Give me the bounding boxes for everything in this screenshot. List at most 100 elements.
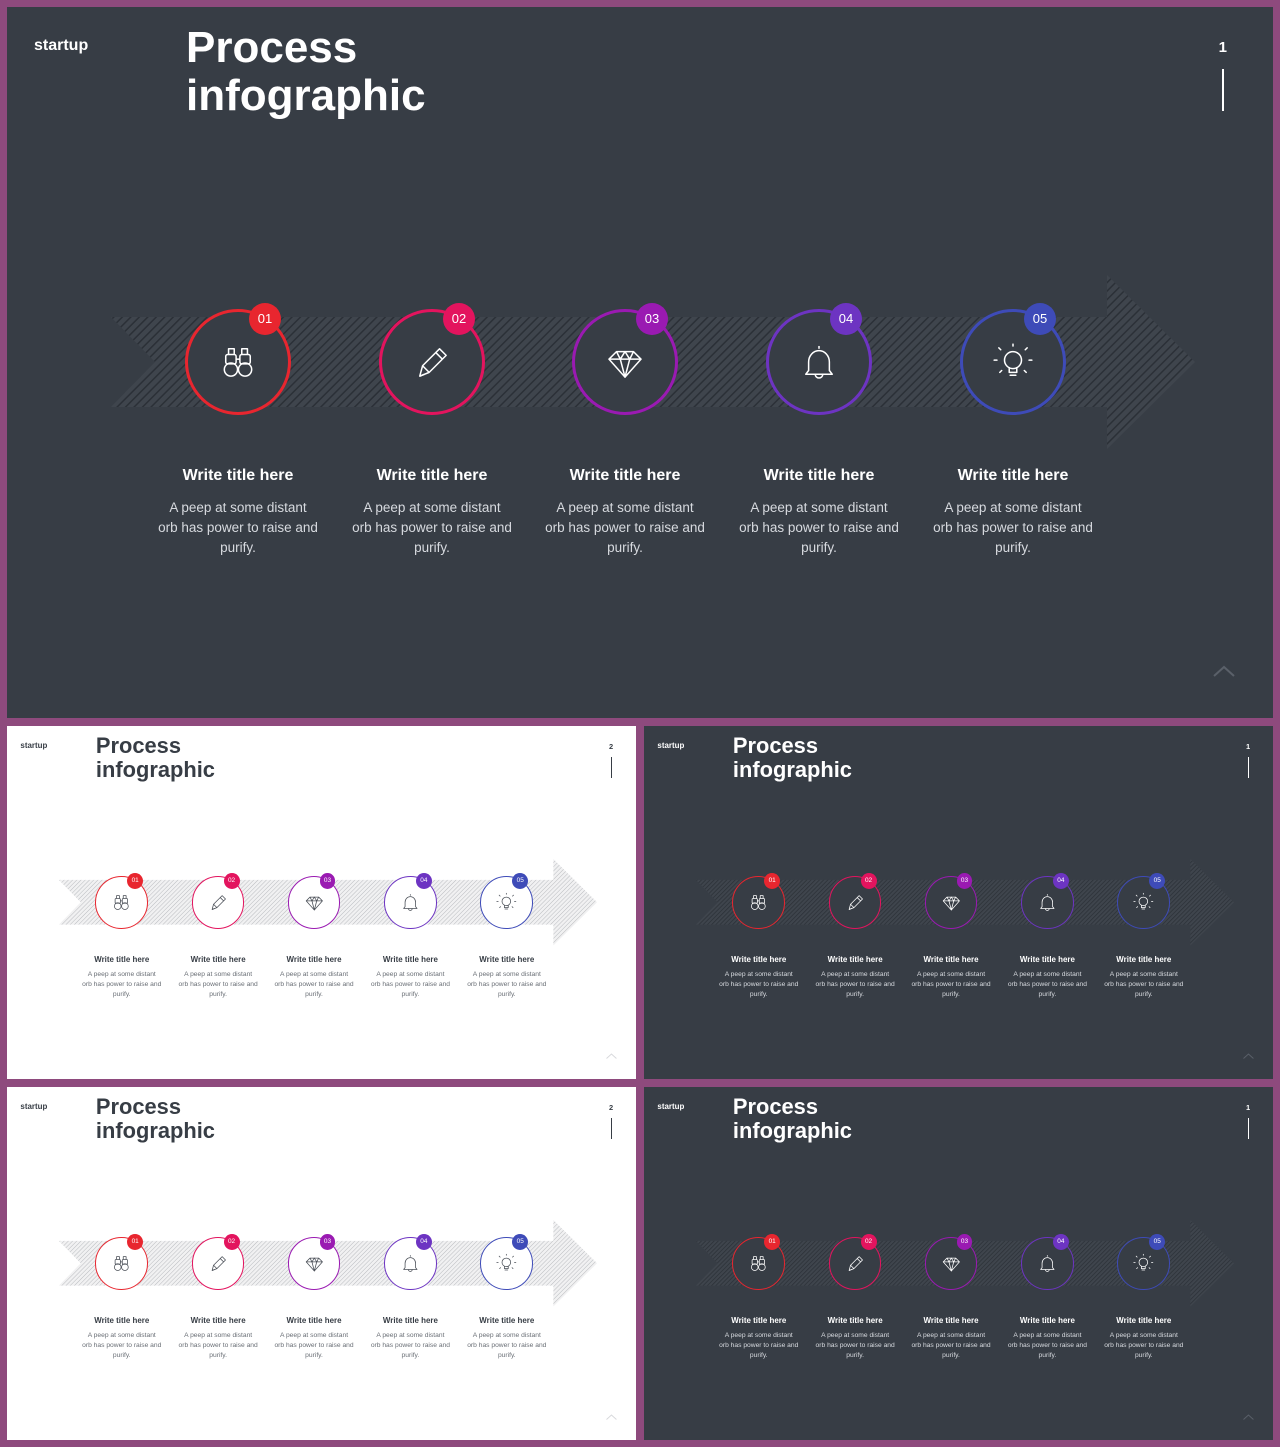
page-number: 1: [1218, 39, 1227, 56]
slide-title-line2: infographic: [732, 757, 852, 783]
step-title: Write title here: [479, 1315, 535, 1325]
brand-label: startup: [20, 1101, 48, 1111]
step-number-badge: 05: [1149, 1234, 1166, 1250]
lightbulb-icon: [496, 1253, 517, 1271]
brand-label: startup: [657, 1101, 685, 1111]
step-description: A peep at some distant orb has power to …: [274, 970, 354, 998]
bell-icon: [805, 345, 833, 379]
step-title: Write title here: [1019, 954, 1075, 964]
step-description: A peep at some distant orb has power to …: [719, 1331, 799, 1359]
step-title: Write title here: [763, 467, 875, 484]
binoculars-icon: [114, 895, 130, 910]
slide-title-line1: Process: [732, 1094, 818, 1120]
step-number-badge: 03: [319, 1234, 336, 1250]
step-number-badge: 02: [860, 873, 877, 889]
scroll-up-icon[interactable]: [606, 1053, 617, 1059]
slide-title: Process infographic: [733, 1095, 852, 1142]
step-description: A peep at some distant orb has power to …: [1007, 970, 1087, 998]
step-circle[interactable]: [960, 309, 1066, 415]
step-number-badge: 02: [223, 873, 240, 889]
step-description: A peep at some distant orb has power to …: [545, 500, 705, 555]
step-description: A peep at some distant orb has power to …: [911, 970, 991, 998]
pencil-icon: [848, 1256, 863, 1271]
page-divider: [610, 1117, 612, 1139]
pencil-icon: [211, 895, 226, 910]
slide-title: Process infographic: [186, 24, 426, 119]
lightbulb-icon: [993, 343, 1033, 376]
step-number-badge: 02: [860, 1234, 877, 1250]
slide-title-line2: infographic: [186, 70, 426, 120]
step-title: Write title here: [827, 1315, 883, 1325]
step-number-badge: 02: [223, 1234, 240, 1250]
step-number-badge: 01: [127, 873, 144, 889]
step-title: Write title here: [923, 1315, 979, 1325]
pencil-icon: [211, 1256, 226, 1271]
slide-title-line1: Process: [95, 1094, 181, 1120]
page-number: 1: [1245, 741, 1251, 751]
diamond-icon: [305, 896, 323, 911]
lightbulb-icon: [1133, 1253, 1154, 1271]
slide-title: Process infographic: [96, 734, 215, 781]
scroll-up-icon[interactable]: [606, 1414, 617, 1420]
slide-title: Process infographic: [96, 1095, 215, 1142]
binoculars-icon: [114, 1256, 130, 1271]
page-number: 1: [1245, 1102, 1251, 1112]
step-description: A peep at some distant orb has power to …: [352, 500, 512, 555]
step-description: A peep at some distant orb has power to …: [274, 1331, 354, 1359]
slide-2[interactable]: startup Process infographic 2 01 Write title …: [7, 726, 636, 1079]
scroll-up-icon[interactable]: [1213, 665, 1235, 677]
step-number-badge: 01: [764, 1234, 781, 1250]
step-number-badge: 04: [415, 1234, 432, 1250]
slide-title-line1: Process: [732, 733, 818, 759]
diamond-icon: [942, 896, 960, 911]
page-divider: [1222, 69, 1224, 111]
diamond-icon: [608, 350, 642, 378]
step-circle[interactable]: [766, 309, 872, 415]
step-description: A peep at some distant orb has power to …: [1104, 1331, 1184, 1359]
binoculars-icon: [751, 895, 767, 910]
step-title: Write title here: [94, 1315, 150, 1325]
slide-title-line2: infographic: [95, 1118, 215, 1144]
step-number-badge: 03: [319, 873, 336, 889]
step-title: Write title here: [190, 954, 246, 964]
step-title: Write title here: [382, 954, 438, 964]
step-title: Write title here: [286, 954, 342, 964]
bell-icon: [403, 894, 418, 911]
step-title: Write title here: [957, 467, 1069, 484]
page-number: 2: [608, 1102, 614, 1112]
slide-title-line1: Process: [186, 23, 358, 72]
slide-5[interactable]: startup Process infographic 1 01 Write title …: [644, 1087, 1273, 1440]
lightbulb-icon: [496, 892, 517, 910]
step-description: A peep at some distant orb has power to …: [719, 970, 799, 998]
scroll-up-icon[interactable]: [1243, 1053, 1254, 1059]
step-number-badge: 01: [764, 873, 781, 889]
step-number-badge: 05: [1149, 873, 1166, 889]
slide-4[interactable]: startup Process infographic 2 01 Write title …: [7, 1087, 636, 1440]
step-number-badge: 04: [830, 303, 862, 335]
slide-1[interactable]: startup Process infographic 1 01 Write title …: [7, 7, 1273, 718]
diamond-icon: [942, 1257, 960, 1272]
step-title: Write title here: [569, 467, 681, 484]
slide-title-line1: Process: [95, 733, 181, 759]
step-title: Write title here: [731, 954, 787, 964]
step-description: A peep at some distant orb has power to …: [370, 1331, 450, 1359]
step-description: A peep at some distant orb has power to …: [815, 970, 895, 998]
step-number-badge: 03: [636, 303, 668, 335]
step-number-badge: 04: [415, 873, 432, 889]
step-title: Write title here: [923, 954, 979, 964]
lightbulb-icon: [1133, 892, 1154, 910]
scroll-up-icon[interactable]: [1243, 1414, 1254, 1420]
slide-title: Process infographic: [733, 734, 852, 781]
step-title: Write title here: [731, 1315, 787, 1325]
slide-3[interactable]: startup Process infographic 1 01 Write title …: [644, 726, 1273, 1079]
step-number-badge: 01: [127, 1234, 144, 1250]
step-title: Write title here: [182, 467, 294, 484]
step-description: A peep at some distant orb has power to …: [739, 500, 899, 555]
brand-label: startup: [20, 740, 48, 750]
binoculars-icon: [751, 1256, 767, 1271]
slide-title-line2: infographic: [732, 1118, 852, 1144]
page-divider: [1247, 1117, 1249, 1139]
step-title: Write title here: [1116, 954, 1172, 964]
step-description: A peep at some distant orb has power to …: [158, 500, 318, 555]
step-number-badge: 04: [1052, 873, 1069, 889]
